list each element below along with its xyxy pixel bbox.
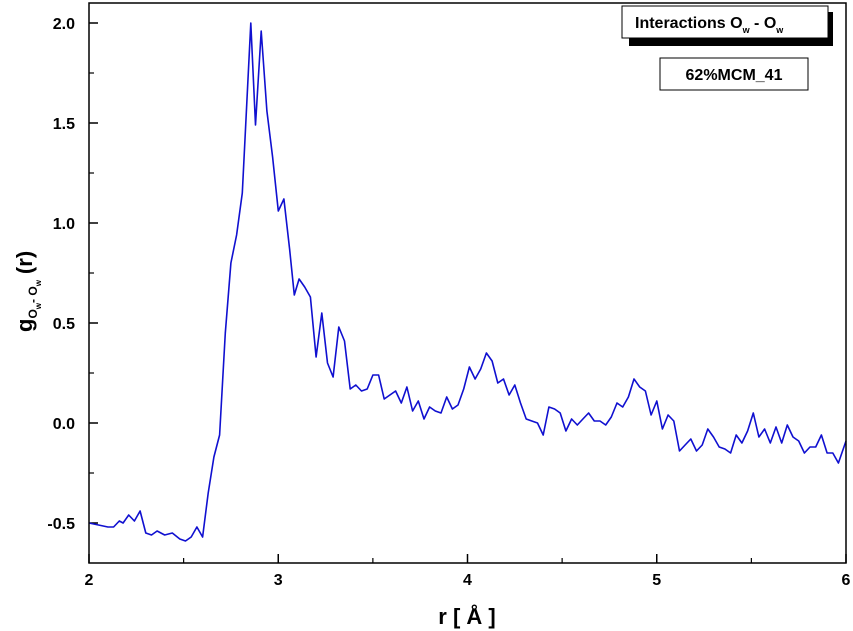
legend-label: 62%MCM_41 xyxy=(686,67,783,84)
tick-labels: 2 3 4 5 6 -0.5 0.0 0.5 1.0 1.5 2.0 xyxy=(47,16,850,589)
x-tick-label: 5 xyxy=(652,572,661,589)
x-tick-label: 2 xyxy=(85,572,94,589)
y-tick-label: -0.5 xyxy=(47,516,75,533)
y-tick-label: 0.0 xyxy=(53,416,75,433)
y-tick-label: 0.5 xyxy=(53,316,75,333)
legend-title-frame xyxy=(621,5,829,39)
y-axis-title: gOw- Ow(r) xyxy=(12,251,43,332)
x-tick-label: 3 xyxy=(274,572,283,589)
legend-title: Interactions Ow - Ow xyxy=(635,15,784,35)
y-tick-label: 2.0 xyxy=(53,16,75,33)
plot-frame xyxy=(88,2,847,564)
legend-label-box: 62%MCM_41 xyxy=(659,57,809,91)
y-tick-label: 1.0 xyxy=(53,216,75,233)
x-axis-title: r [ Å ] xyxy=(438,603,495,629)
legend-label-frame xyxy=(659,57,809,91)
x-tick-label: 6 xyxy=(842,572,851,589)
legend-title-box: Interactions Ow - Ow xyxy=(621,5,833,46)
y-tick-label: 1.5 xyxy=(53,116,75,133)
x-tick-label: 4 xyxy=(463,572,472,589)
series-line xyxy=(88,22,847,542)
axis-ticks xyxy=(88,22,847,563)
